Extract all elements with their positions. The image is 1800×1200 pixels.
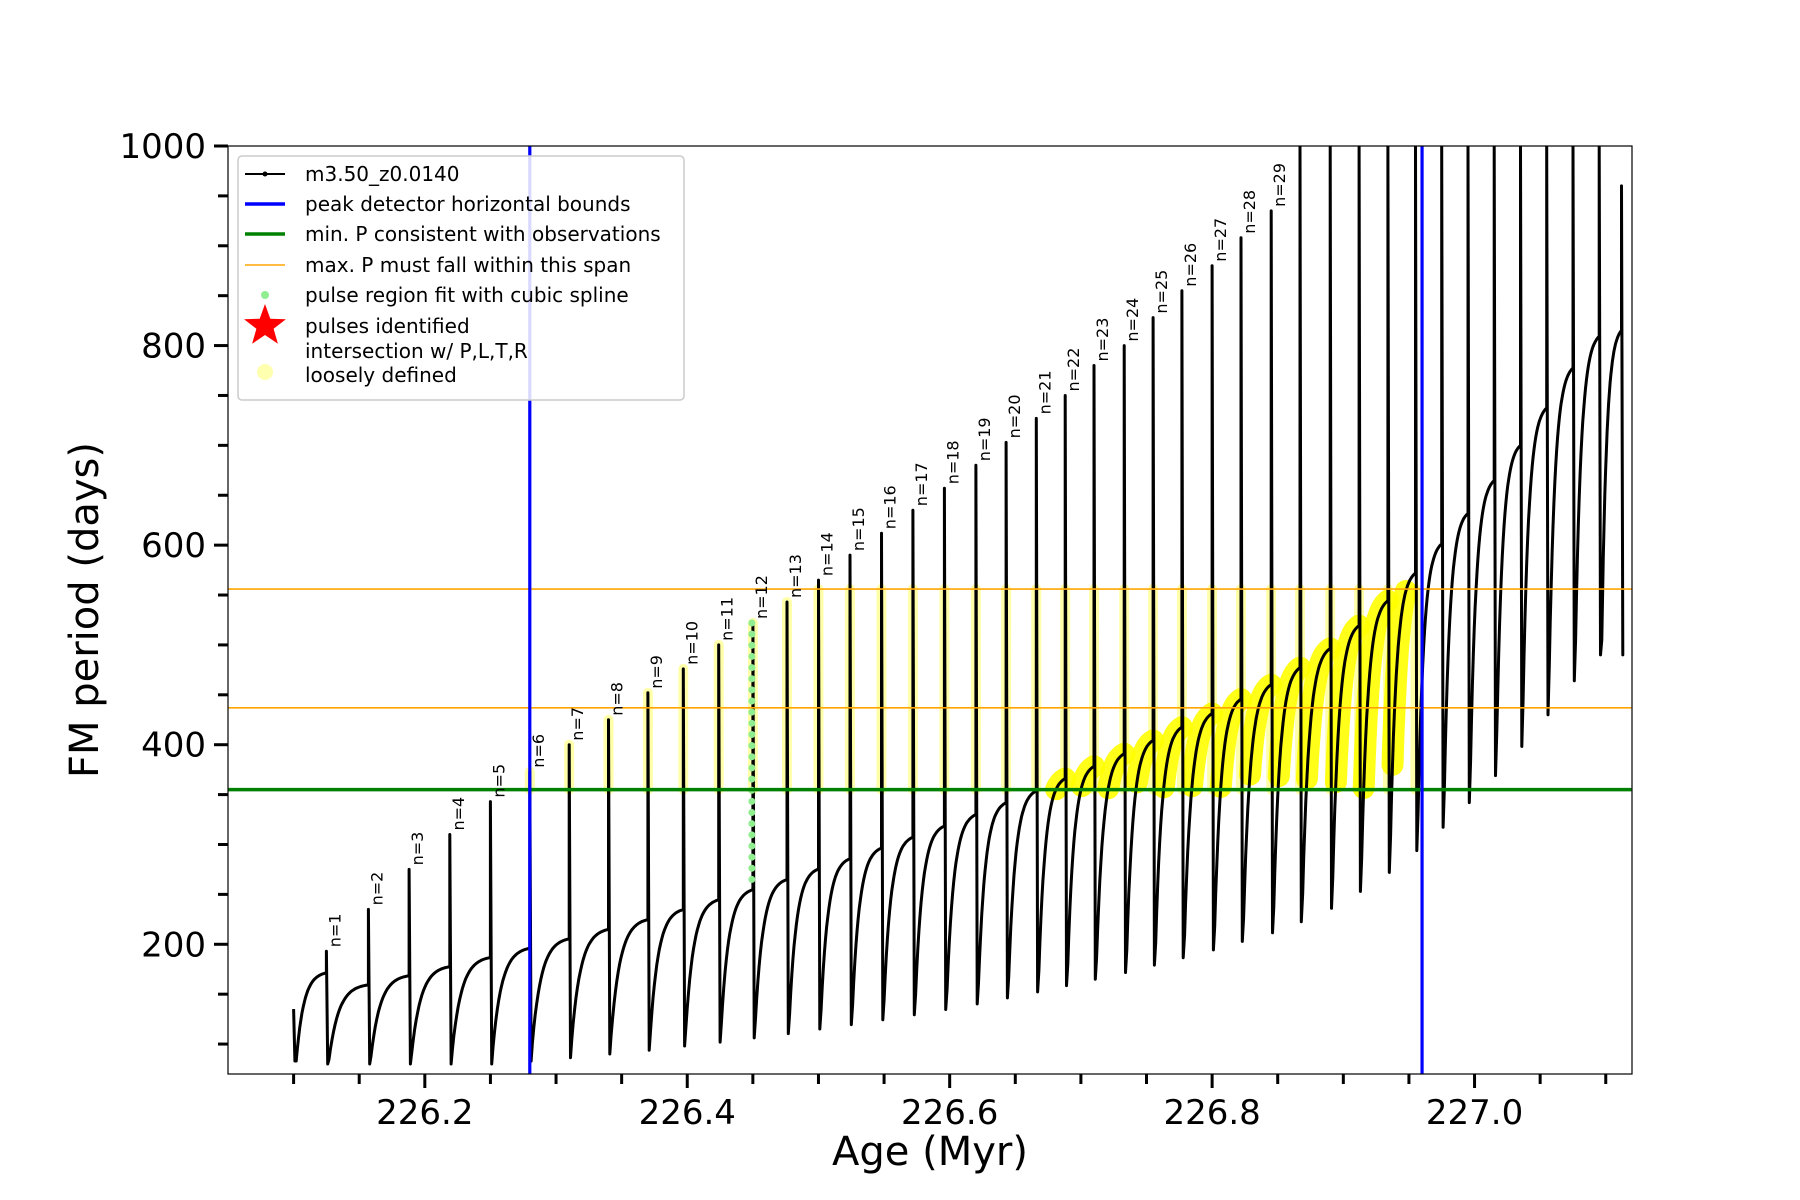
- spline-point: [748, 686, 756, 694]
- axis-ticks: 226.2 226.4 226.6 226.8 227.0 200 400 600 800 100…: [119, 127, 1608, 1133]
- legend-swatch-dot: [261, 291, 269, 299]
- series-model-track: [292, 146, 1625, 1066]
- pulse-label-n2: n=2: [367, 872, 386, 906]
- pulse-label-n10: n=10: [682, 621, 701, 665]
- x-tick-label: 226.4: [639, 1093, 736, 1133]
- spline-point: [748, 742, 756, 750]
- legend-label: pulses identified: [305, 314, 470, 338]
- pulse-label-n23: n=23: [1093, 318, 1112, 362]
- spline-point: [748, 764, 756, 772]
- y-tick-label: 1000: [119, 127, 206, 167]
- x-axis-label: Age (Myr): [832, 1129, 1028, 1175]
- pulse-label-n27: n=27: [1211, 218, 1230, 262]
- y-tick-label: 400: [141, 726, 206, 766]
- legend-swatch-circle: [257, 364, 273, 380]
- legend-label: min. P consistent with observations: [305, 222, 661, 246]
- spline-point: [748, 641, 756, 649]
- pulse-label-n1: n=1: [325, 914, 344, 948]
- pulse-label-n11: n=11: [718, 597, 737, 641]
- spline-point: [748, 864, 756, 872]
- spline-point: [748, 831, 756, 839]
- x-tick-label: 226.8: [1163, 1093, 1260, 1133]
- spline-point: [748, 820, 756, 828]
- y-tick-label: 600: [141, 526, 206, 566]
- pulse-label-n7: n=7: [568, 707, 587, 741]
- legend-entry: peak detector horizontal bounds: [245, 192, 631, 216]
- legend-label: loosely defined: [305, 363, 457, 387]
- legend-label: m3.50_z0.0140: [305, 162, 460, 186]
- pulse-label-n12: n=12: [752, 575, 771, 619]
- legend-entry: pulse region fit with cubic spline: [261, 283, 629, 307]
- legend-entry: pulses identified: [244, 304, 470, 344]
- pulse-label-n8: n=8: [608, 682, 627, 716]
- series-line: [292, 146, 1625, 1066]
- pulse-label-n17: n=17: [912, 462, 931, 506]
- spline-point: [748, 842, 756, 850]
- pulse-labels: n=1 n=2 n=3 n=4 n=5 n=6 n=7 n=8 n=9 n=10 n=11 n=12 n…: [325, 163, 1289, 947]
- spline-point: [748, 809, 756, 817]
- x-tick-label: 226.2: [376, 1093, 473, 1133]
- legend-label: pulse region fit with cubic spline: [305, 283, 629, 307]
- pulse-label-n28: n=28: [1240, 190, 1259, 234]
- pulse-label-n25: n=25: [1152, 270, 1171, 314]
- y-tick-label: 800: [141, 327, 206, 367]
- pulse-label-n4: n=4: [449, 797, 468, 831]
- pulse-label-n20: n=20: [1005, 394, 1024, 438]
- pulse-label-n6: n=6: [529, 734, 548, 768]
- pulse-label-n26: n=26: [1181, 243, 1200, 287]
- legend-label: max. P must fall within this span: [305, 253, 631, 277]
- pulse-label-n21: n=21: [1035, 370, 1054, 414]
- y-tick-label: 200: [141, 925, 206, 965]
- spline-point: [748, 708, 756, 716]
- legend-swatch-star-icon: [244, 304, 286, 344]
- legend-entry: m3.50_z0.0140: [245, 162, 460, 186]
- pulse-label-n3: n=3: [408, 832, 427, 866]
- spline-point: [748, 652, 756, 660]
- legend-box: [237, 155, 685, 401]
- spline-point: [748, 875, 756, 883]
- legend-entry: max. P must fall within this span: [245, 253, 631, 277]
- pulse-label-n16: n=16: [881, 485, 900, 529]
- spline-point: [748, 730, 756, 738]
- spline-point: [748, 697, 756, 705]
- spline-point: [748, 630, 756, 638]
- spline-point: [748, 619, 756, 627]
- legend-label: intersection w/ P,L,T,R: [305, 339, 528, 363]
- x-tick-label: 227.0: [1426, 1093, 1523, 1133]
- y-axis-label: FM period (days): [62, 442, 108, 778]
- pulse-label-n29: n=29: [1270, 163, 1289, 207]
- spline-point: [748, 853, 756, 861]
- x-tick-label: 226.6: [901, 1093, 998, 1133]
- pulse-label-n13: n=13: [786, 554, 805, 598]
- pulse-label-n14: n=14: [818, 532, 837, 576]
- legend-label: peak detector horizontal bounds: [305, 192, 631, 216]
- pulse-label-n19: n=19: [975, 417, 994, 461]
- pulse-label-n5: n=5: [489, 764, 508, 798]
- pulse-label-n22: n=22: [1064, 348, 1083, 392]
- plot-border: [227, 145, 1633, 1075]
- legend-swatch-dot: [262, 171, 268, 177]
- pulse-label-n24: n=24: [1123, 298, 1142, 342]
- spline-point: [748, 719, 756, 727]
- legend-entry: min. P consistent with observations: [245, 222, 661, 246]
- pulse-label-n18: n=18: [943, 440, 962, 484]
- spline-point: [748, 797, 756, 805]
- plot-frame: [227, 145, 1633, 1075]
- spline-point: [748, 675, 756, 683]
- spline-point: [748, 753, 756, 761]
- horizontal-reference-lines: [228, 588, 1632, 792]
- spline-point: [748, 775, 756, 783]
- pulse-label-n9: n=9: [647, 655, 666, 689]
- pulse-label-n15: n=15: [849, 507, 868, 551]
- spline-point: [748, 664, 756, 672]
